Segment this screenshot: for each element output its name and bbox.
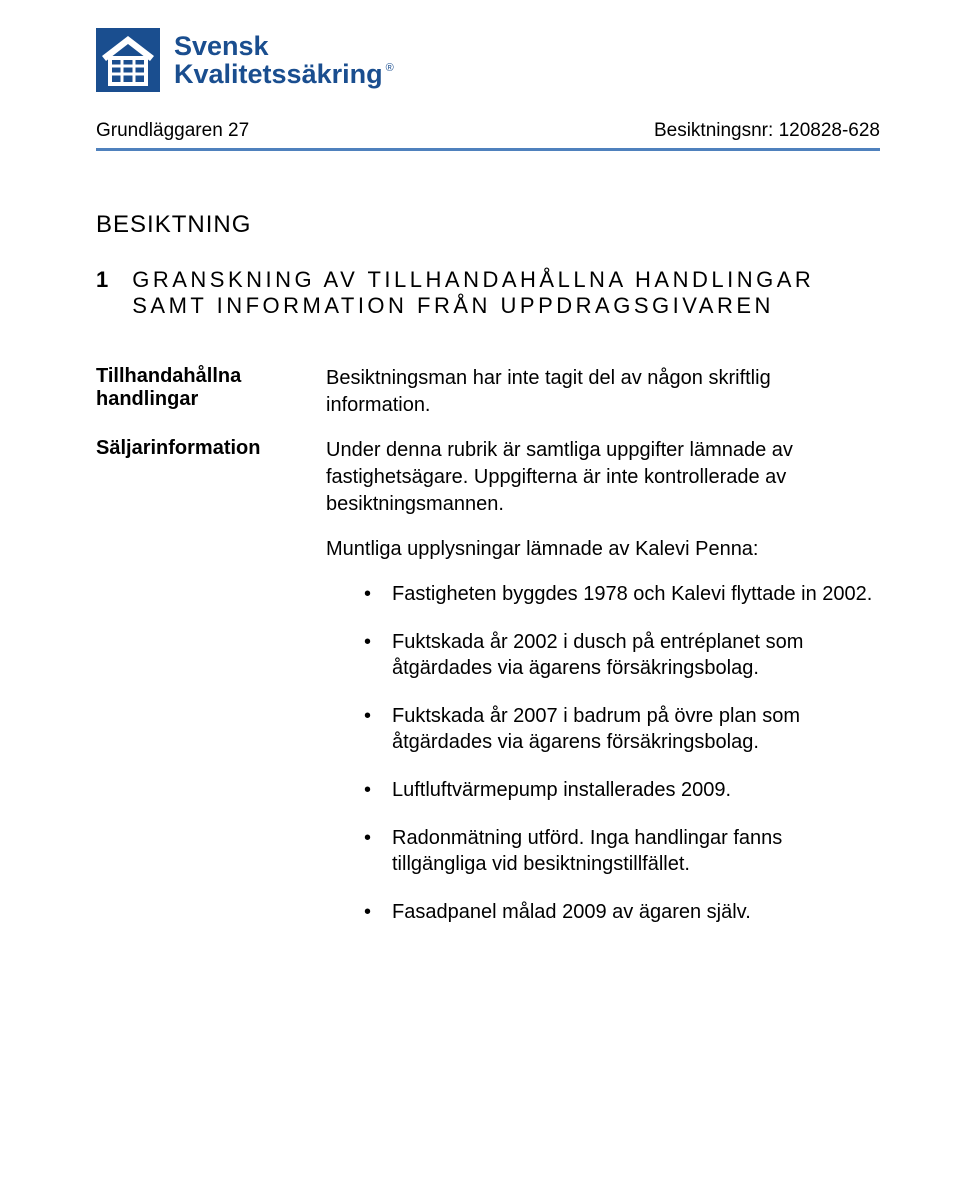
list-item: Fasadpanel målad 2009 av ägaren själv. bbox=[364, 899, 880, 925]
block-text: Under denna rubrik är samtliga uppgifter… bbox=[326, 437, 880, 518]
registered-mark-icon: ® bbox=[386, 63, 394, 75]
oral-info-intro: Muntliga upplysningar lämnade av Kalevi … bbox=[326, 536, 880, 563]
brand-line2-wrap: Kvalitetssäkring ® bbox=[174, 60, 394, 88]
section-number: 1 bbox=[96, 267, 108, 293]
list-item: Fuktskada år 2002 i dusch på entréplanet… bbox=[364, 629, 880, 681]
list-item: Fuktskada år 2007 i badrum på övre plan … bbox=[364, 703, 880, 755]
brand-logo-row: Svensk Kvalitetssäkring ® bbox=[96, 28, 880, 92]
block-text: Besiktningsman har inte tagit del av någ… bbox=[326, 365, 880, 419]
header-left: Grundläggaren 27 bbox=[96, 120, 249, 142]
info-blocks: Tillhandahållna handlingar Besiktningsma… bbox=[96, 365, 880, 518]
brand-line1: Svensk bbox=[174, 32, 394, 60]
bullet-list: Fastigheten byggdes 1978 och Kalevi flyt… bbox=[364, 581, 880, 925]
main-title: BESIKTNING bbox=[96, 211, 880, 239]
list-item: Radonmätning utförd. Inga handlingar fan… bbox=[364, 825, 880, 877]
house-logo-icon bbox=[96, 28, 160, 92]
info-block: Tillhandahållna handlingar Besiktningsma… bbox=[96, 365, 880, 419]
section-heading: 1 GRANSKNING AV TILLHANDAHÅLLNA HANDLING… bbox=[96, 267, 880, 319]
brand-line2: Kvalitetssäkring bbox=[174, 60, 383, 88]
block-label: Säljarinformation bbox=[96, 437, 306, 518]
block-label: Tillhandahållna handlingar bbox=[96, 365, 306, 419]
list-item: Fastigheten byggdes 1978 och Kalevi flyt… bbox=[364, 581, 880, 607]
brand-text: Svensk Kvalitetssäkring ® bbox=[174, 32, 394, 89]
page-header: Grundläggaren 27 Besiktningsnr: 120828-6… bbox=[96, 120, 880, 148]
section-title: GRANSKNING AV TILLHANDAHÅLLNA HANDLINGAR… bbox=[132, 267, 880, 319]
header-rule bbox=[96, 148, 880, 151]
list-item: Luftluftvärmepump installerades 2009. bbox=[364, 777, 880, 803]
info-block: Säljarinformation Under denna rubrik är … bbox=[96, 437, 880, 518]
header-right: Besiktningsnr: 120828-628 bbox=[654, 120, 880, 142]
